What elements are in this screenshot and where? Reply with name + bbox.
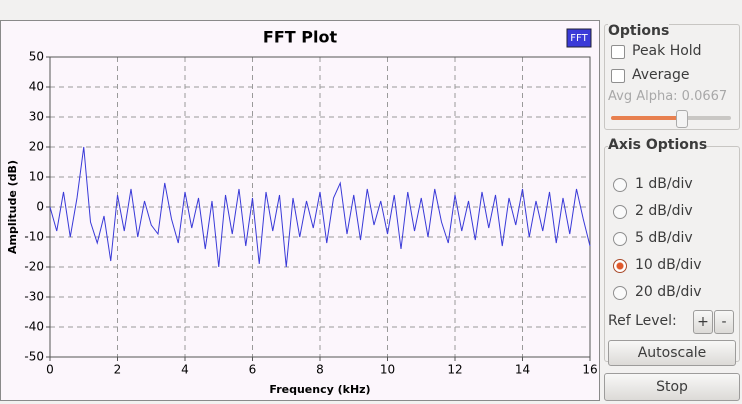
y-tick-label: -50	[24, 350, 44, 364]
y-tick-label: 0	[36, 200, 44, 214]
x-tick-label: 10	[380, 363, 395, 377]
avg-alpha-slider[interactable]	[611, 116, 731, 120]
y-tick-label: -40	[24, 320, 44, 334]
x-tick-label: 4	[181, 363, 189, 377]
x-tick-label: 16	[582, 363, 597, 377]
chart-title: FFT Plot	[263, 28, 338, 47]
stop-button[interactable]: Stop	[604, 373, 740, 401]
options-group	[604, 24, 740, 130]
slider-thumb[interactable]	[676, 110, 688, 128]
peak-hold-checkbox[interactable]	[611, 45, 625, 59]
y-tick-label: -30	[24, 290, 44, 304]
axis-options-title: Axis Options	[608, 137, 708, 153]
y-tick-label: 50	[29, 50, 44, 64]
fft-line	[49, 146, 591, 268]
legend-label: FFT	[570, 33, 588, 44]
x-tick-label: 14	[515, 363, 530, 377]
average-checkbox[interactable]	[611, 69, 625, 83]
legend-swatch	[566, 28, 592, 48]
scale-label[interactable]: 10 dB/div	[635, 257, 702, 273]
scale-radio[interactable]	[613, 232, 627, 246]
scale-label[interactable]: 5 dB/div	[635, 230, 693, 246]
fft-plot: FFT Plot Amplitude (dB) Frequency (kHz) …	[0, 20, 600, 401]
average-label[interactable]: Average	[632, 67, 690, 83]
scale-radio[interactable]	[613, 259, 627, 273]
plot-frame	[0, 20, 600, 401]
autoscale-button[interactable]: Autoscale	[608, 340, 736, 366]
x-axis-label: Frequency (kHz)	[269, 383, 370, 396]
ref-level-label: Ref Level:	[608, 313, 677, 329]
ref-minus-button[interactable]: -	[714, 310, 734, 334]
y-tick-label: 40	[29, 80, 44, 94]
y-tick-label: -20	[24, 260, 44, 274]
scale-label[interactable]: 20 dB/div	[635, 284, 702, 300]
y-tick-label: -10	[24, 230, 44, 244]
options-title: Options	[608, 23, 670, 39]
y-tick-label: 10	[29, 170, 44, 184]
avg-alpha-label: Avg Alpha: 0.0667	[608, 89, 728, 104]
peak-hold-label[interactable]: Peak Hold	[632, 43, 702, 59]
x-tick-label: 12	[447, 363, 462, 377]
y-tick-label: 20	[29, 140, 44, 154]
scale-radio[interactable]	[613, 178, 627, 192]
x-tick-label: 8	[316, 363, 324, 377]
y-tick-label: 30	[29, 110, 44, 124]
x-tick-label: 2	[114, 363, 122, 377]
scale-radio[interactable]	[613, 205, 627, 219]
scale-label[interactable]: 1 dB/div	[635, 176, 693, 192]
x-tick-label: 6	[249, 363, 257, 377]
scale-radio[interactable]	[613, 286, 627, 300]
scale-label[interactable]: 2 dB/div	[635, 203, 693, 219]
x-tick-label: 0	[46, 363, 54, 377]
ref-plus-button[interactable]: +	[693, 310, 713, 334]
y-axis-label: Amplitude (dB)	[6, 160, 19, 254]
